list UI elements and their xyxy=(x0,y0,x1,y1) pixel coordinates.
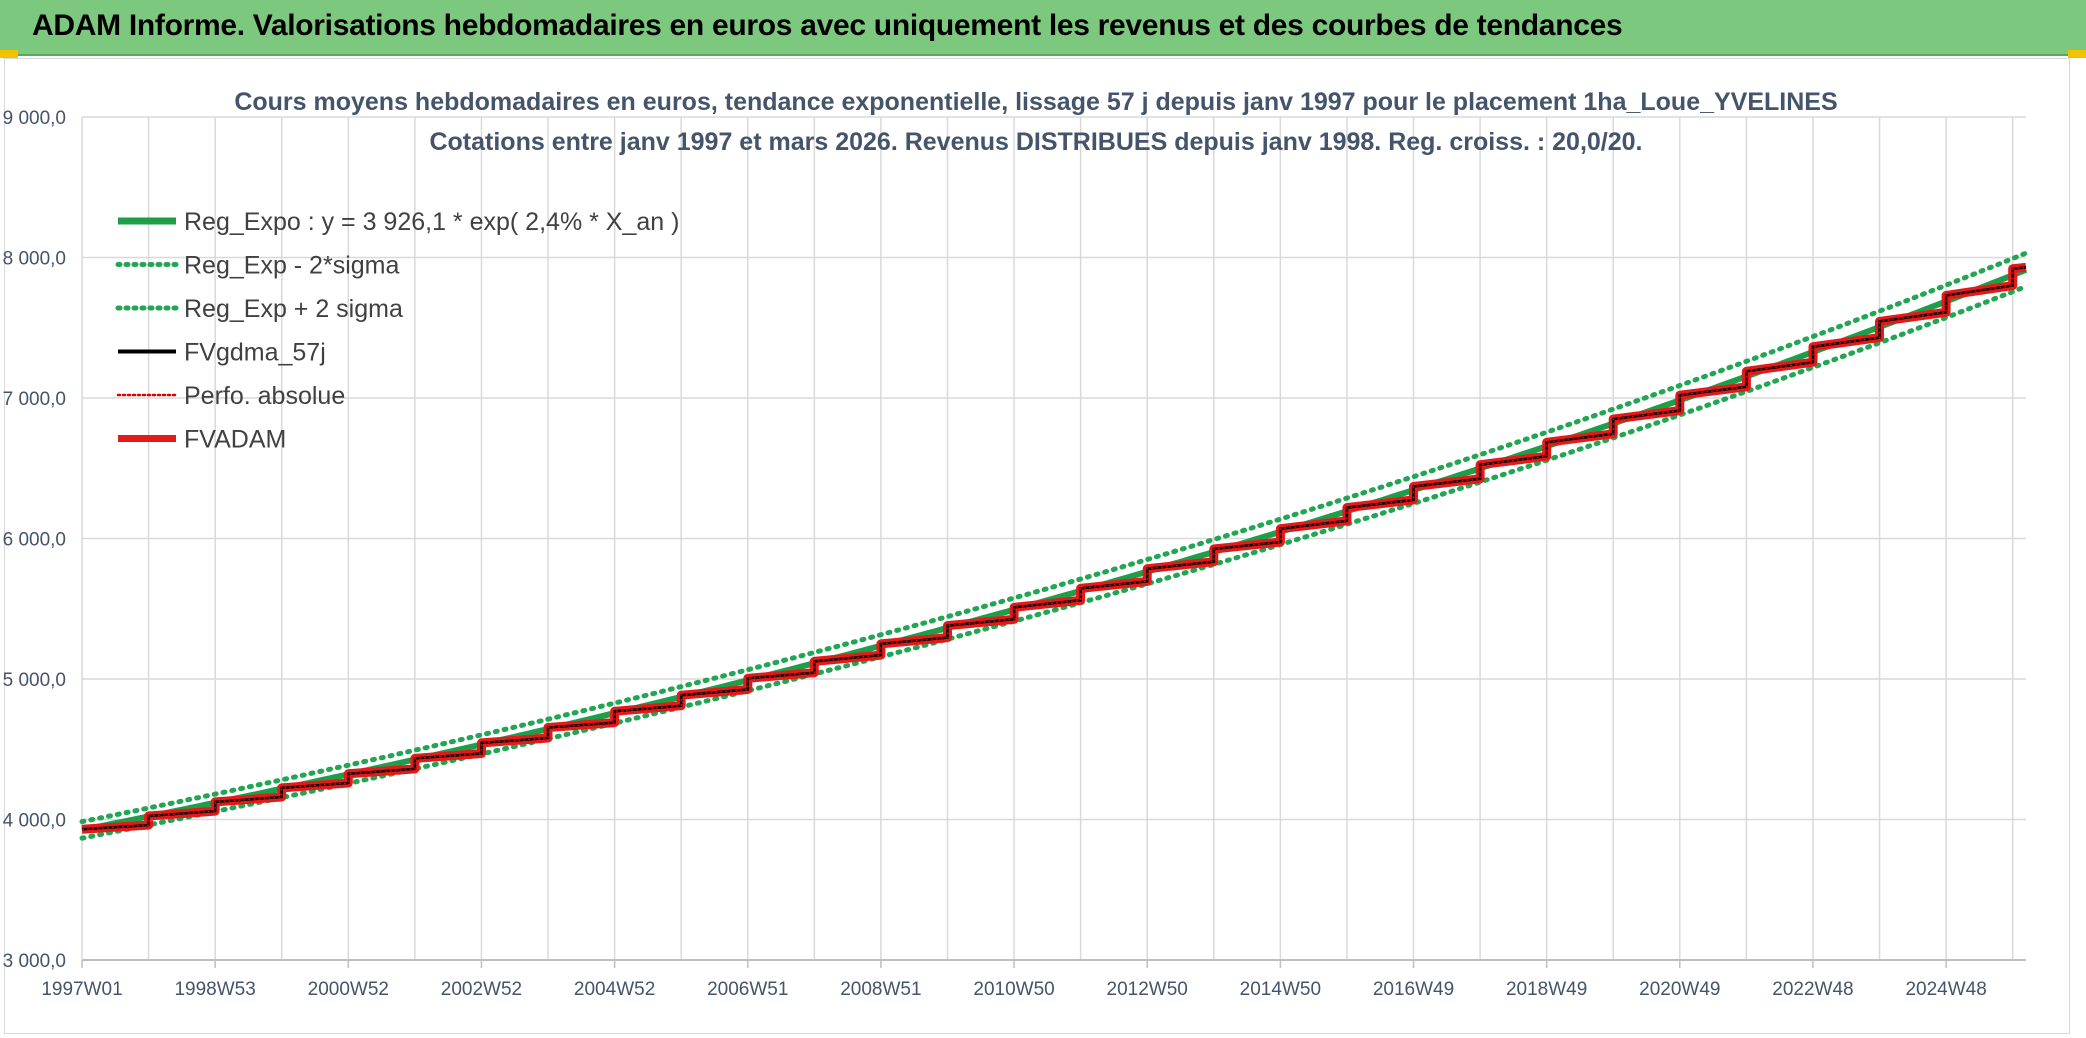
legend-label: FVADAM xyxy=(184,426,286,454)
legend-label: Reg_Exp - 2*sigma xyxy=(184,252,399,280)
chart-title-line-1: Cours moyens hebdomadaires en euros, ten… xyxy=(234,88,1837,116)
x-tick-label: 1998W53 xyxy=(174,979,255,1000)
series-layer xyxy=(79,250,2029,841)
y-tick-label: 7 000,0 xyxy=(3,389,66,410)
x-tick-label: 2024W48 xyxy=(1905,979,1986,1000)
x-tick-label: 2004W52 xyxy=(574,979,655,1000)
corner-marker-top-right xyxy=(2068,50,2086,58)
legend-label: Reg_Expo : y = 3 926,1 * exp( 2,4% * X_a… xyxy=(184,208,679,236)
x-tick-label: 2014W50 xyxy=(1240,979,1321,1000)
header-bar: ADAM Informe. Valorisations hebdomadaire… xyxy=(0,0,2086,56)
corner-marker-top-left xyxy=(0,50,18,58)
legend-label: Perfo. absolue xyxy=(184,382,345,410)
x-axis: 1997W01 1998W53 2000W52 2002W52 2004W52 2006W… xyxy=(41,117,2026,1000)
y-tick-label: 4 000,0 xyxy=(3,811,66,832)
y-axis: 3 000,0 4 000,0 5 000,0 6 000,0 7 000,0 8 000… xyxy=(3,108,66,972)
series-reg-expo xyxy=(81,267,2028,833)
y-tick-label: 5 000,0 xyxy=(3,670,66,691)
x-tick-label: 2000W52 xyxy=(308,979,389,1000)
chart-title-line-2: Cotations entre janv 1997 et mars 2026. … xyxy=(429,128,1642,156)
series-reg-exp-plus-2sigma xyxy=(79,250,2029,825)
y-tick-label: 6 000,0 xyxy=(3,530,66,551)
x-tick-label: 2008W51 xyxy=(840,979,921,1000)
x-tick-label: 2016W49 xyxy=(1373,979,1454,1000)
legend-label: Reg_Exp + 2 sigma xyxy=(184,295,403,323)
legend: Reg_Expo : y = 3 926,1 * exp( 2,4% * X_a… xyxy=(115,208,679,454)
series-perfo-absolue xyxy=(81,266,2027,831)
series-fvgdma-57j xyxy=(81,266,2027,831)
x-tick-label: 2010W50 xyxy=(973,979,1054,1000)
x-tick-label: 2020W49 xyxy=(1639,979,1720,1000)
x-tick-label: 2022W48 xyxy=(1772,979,1853,1000)
y-tick-label: 9 000,0 xyxy=(3,108,66,129)
legend-label: FVgdma_57j xyxy=(184,339,326,367)
x-tick-label: 1997W01 xyxy=(41,979,122,1000)
header-title: ADAM Informe. Valorisations hebdomadaire… xyxy=(32,9,1623,42)
series-reg-exp-minus-2sigma xyxy=(79,284,2029,841)
x-tick-label: 2012W50 xyxy=(1107,979,1188,1000)
x-tick-label: 2006W51 xyxy=(707,979,788,1000)
y-tick-label: 8 000,0 xyxy=(3,249,66,270)
grid-layer xyxy=(82,116,2026,961)
x-tick-label: 2002W52 xyxy=(441,979,522,1000)
series-fvadam xyxy=(81,262,2027,834)
y-tick-label: 3 000,0 xyxy=(3,951,66,972)
x-tick-label: 2018W49 xyxy=(1506,979,1587,1000)
